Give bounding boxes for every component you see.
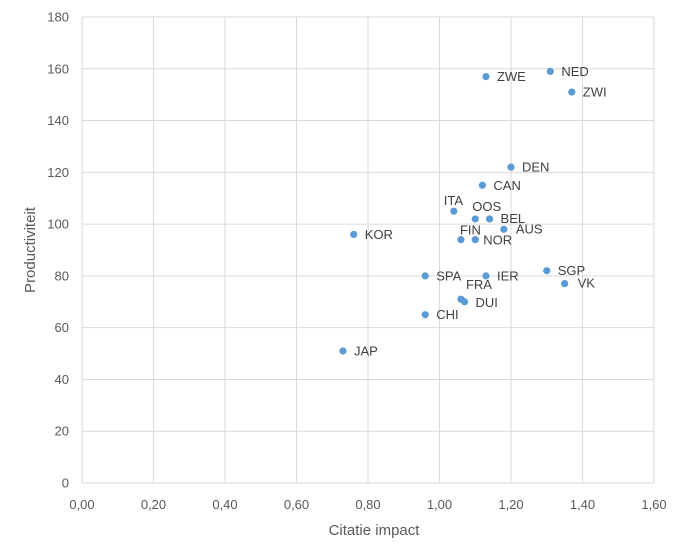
y-tick-label: 140 <box>47 113 69 128</box>
x-tick-label: 0,80 <box>355 497 380 512</box>
data-point-chi <box>421 311 429 319</box>
data-point-vk <box>561 280 569 288</box>
data-point-zwi <box>568 88 576 96</box>
point-label-bel: BEL <box>501 211 526 226</box>
y-tick-label: 0 <box>62 476 69 491</box>
point-label-fra: FRA <box>466 277 492 292</box>
point-label-spa: SPA <box>436 268 461 283</box>
x-tick-label: 1,20 <box>498 497 523 512</box>
data-point-aus <box>500 225 508 233</box>
x-tick-label: 1,40 <box>570 497 595 512</box>
point-label-dui: DUI <box>476 295 498 310</box>
point-label-kor: KOR <box>365 227 393 242</box>
point-label-ned: NED <box>561 64 588 79</box>
x-tick-label: 0,40 <box>212 497 237 512</box>
x-tick-label: 0,20 <box>141 497 166 512</box>
point-label-zwe: ZWE <box>497 69 526 84</box>
data-point-zwe <box>482 72 490 81</box>
axis-ticks: 0,00 0,20 0,40 0,60 0,80 1,00 1,20 1,40 1,60 0 20 4… <box>47 10 666 513</box>
x-tick-label: 1,00 <box>427 497 452 512</box>
y-tick-label: 60 <box>55 320 69 335</box>
data-point-den <box>507 163 515 171</box>
point-label-oos: OOS <box>472 199 501 214</box>
point-label-aus: AUS <box>516 221 543 236</box>
point-label-den: DEN <box>522 160 549 175</box>
y-tick-label: 40 <box>55 372 69 387</box>
point-label-sgp: SGP <box>558 263 585 278</box>
data-point-fin <box>457 236 465 244</box>
point-label-can: CAN <box>493 178 520 193</box>
data-point-jap <box>339 347 347 355</box>
point-label-nor: NOR <box>483 233 512 248</box>
data-point-sgp <box>543 267 551 275</box>
point-label-vk: VK <box>578 276 596 291</box>
x-axis-title: Citatie impact <box>329 522 421 539</box>
data-point-bel <box>485 215 494 223</box>
data-point-ned <box>546 67 554 75</box>
y-tick-label: 120 <box>47 165 69 180</box>
y-tick-label: 80 <box>55 268 69 283</box>
y-tick-label: 20 <box>55 424 69 439</box>
x-tick-label: 0,60 <box>284 497 309 512</box>
data-point-can <box>478 181 486 189</box>
data-point-oos <box>471 215 479 223</box>
data-points <box>339 67 576 355</box>
point-label-ita: ITA <box>444 193 464 208</box>
data-point-kor <box>350 230 358 239</box>
point-label-zwi: ZWI <box>583 85 607 100</box>
data-point-ita <box>450 207 458 215</box>
point-label-ier: IER <box>497 268 519 283</box>
data-point-nor <box>471 236 479 244</box>
x-tick-label: 0,00 <box>69 497 94 512</box>
data-point-ier <box>482 272 490 280</box>
y-axis-title: Productiviteit <box>22 206 39 293</box>
data-point-spa <box>421 272 429 280</box>
gridlines <box>81 16 655 484</box>
point-label-chi: CHI <box>436 307 458 322</box>
point-label-jap: JAP <box>354 343 378 358</box>
y-tick-label: 180 <box>47 10 69 25</box>
y-tick-label: 100 <box>47 217 69 232</box>
y-tick-label: 160 <box>47 61 69 76</box>
x-tick-label: 1,60 <box>641 497 666 512</box>
data-point-dui <box>460 298 469 306</box>
point-label-fin: FIN <box>460 223 481 238</box>
